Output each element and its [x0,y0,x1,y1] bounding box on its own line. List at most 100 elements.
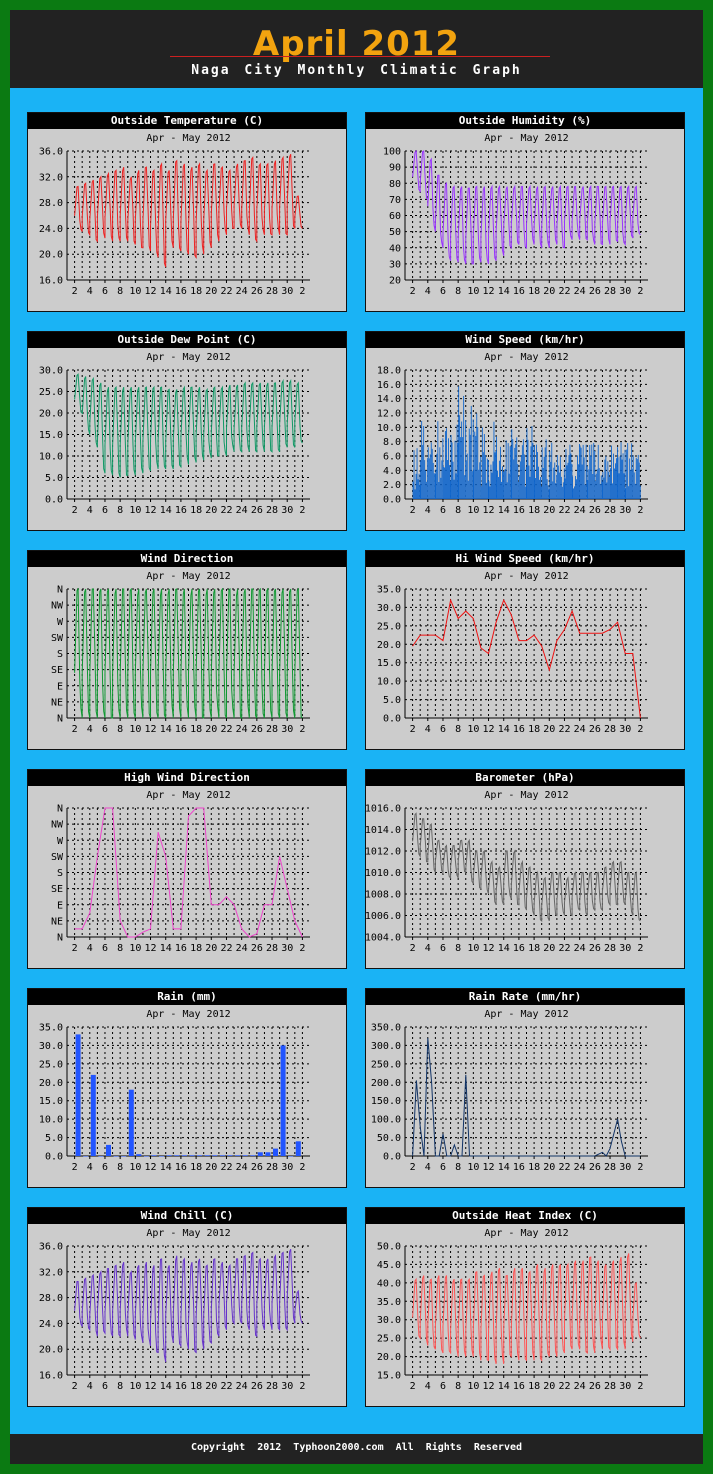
y-tick-label: 28.0 [39,198,63,209]
outside-humidity-panel: Outside Humidity (%) Apr - May 2012 20 30 40… [365,112,685,312]
x-tick-label: 4 [425,1381,431,1392]
y-tick-label: 16.0 [377,380,401,391]
x-tick-label: 30 [281,286,293,297]
x-tick-label: 28 [266,1381,278,1392]
y-tick-label: S [57,868,63,879]
bar [567,462,569,499]
bar [295,1141,301,1156]
x-tick-label: 10 [467,505,479,516]
bar [601,481,603,499]
y-tick-label: E [57,681,63,692]
bar [592,474,594,499]
bar [121,1156,127,1157]
x-tick-label: 28 [266,505,278,516]
x-tick-label: 10 [467,724,479,735]
x-tick-label: 12 [483,1381,495,1392]
bar [568,455,570,499]
x-tick-label: 26 [251,1162,263,1173]
bar [593,442,595,499]
x-tick-label: 20 [543,724,555,735]
rain-rate-series-line [412,1038,641,1157]
bar [427,447,429,499]
y-tick-label: 5.0 [383,695,401,706]
rain-rate-panel: Rain Rate (mm/hr) Apr - May 2012 0.0 50.0 10… [365,988,685,1188]
bar [459,415,461,499]
bar [594,450,596,499]
bar [613,453,614,499]
y-tick-label: 4.0 [383,466,401,477]
y-tick-label: 0.0 [45,1152,63,1163]
x-tick-label: 22 [558,724,570,735]
x-tick-label: 20 [205,1162,217,1173]
bar [478,469,480,499]
x-tick-label: 22 [220,1162,232,1173]
outside-heat-index-panel: Outside Heat Index (C) Apr - May 2012 15.0… [365,1207,685,1407]
bar [590,455,592,499]
bar [484,454,486,499]
x-tick-label: 26 [589,724,601,735]
bar [579,444,580,499]
y-tick-label: NE [51,697,63,708]
bar [513,459,515,499]
bar [604,459,606,499]
x-tick-label: 20 [543,505,555,516]
bar [548,489,550,499]
x-tick-label: 16 [175,1162,187,1173]
x-tick-label: 2 [410,943,416,954]
bar [516,437,518,499]
y-tick-label: 0.0 [383,714,401,725]
bar [634,483,636,499]
wind-speed-panel: Wind Speed (km/hr) Apr - May 2012 0.0 2.0 4.… [365,331,685,531]
bar [523,454,525,499]
high-wind-direction-grid [67,807,310,938]
y-tick-label: 60 [389,211,401,222]
bar [558,472,560,499]
x-tick-label: 28 [604,724,616,735]
x-tick-label: 26 [251,943,263,954]
x-tick-label: 30 [619,1381,631,1392]
rain-chart: Apr - May 2012 0.0 5.0 10.0 15.0 20.0 25.0 30.0… [39,1009,310,1173]
y-tick-label: 1016.0 [366,804,401,815]
bar [250,1155,256,1156]
x-tick-label: 30 [281,505,293,516]
x-tick-label: 4 [87,505,93,516]
bar [584,484,586,499]
rain-panel: Rain (mm) Apr - May 2012 0.0 5.0 10.0 15.0 20.… [27,988,347,1188]
bar [560,476,562,499]
bar [621,459,623,499]
x-tick-label: 2 [637,1381,643,1392]
bar [587,480,589,499]
x-tick-label: 26 [251,724,263,735]
bar [522,439,524,499]
x-tick-label: 4 [87,1381,93,1392]
x-tick-label: 14 [160,724,172,735]
y-tick-label: 32.0 [39,1267,63,1278]
y-tick-label: NW [51,820,64,831]
x-tick-label: 20 [205,724,217,735]
bar [479,462,481,499]
bar [473,469,475,499]
bar [480,486,482,499]
x-tick-label: 14 [160,505,172,516]
x-tick-label: 8 [117,943,123,954]
bar [511,429,513,499]
barometer-series-line [412,812,641,922]
x-tick-label: 8 [117,724,123,735]
bar [442,438,444,499]
bar [463,395,465,499]
y-tick-label: 0.0 [45,495,63,506]
bar [578,464,579,499]
bar [159,1156,165,1157]
x-tick-label: 6 [102,505,108,516]
y-tick-label: 12.0 [377,409,401,420]
bar [443,466,444,499]
x-tick-label: 26 [589,1381,601,1392]
x-tick-label: 14 [160,286,172,297]
y-tick-label: 1010.0 [366,868,401,879]
y-tick-label: NW [51,601,64,612]
x-tick-label: 10 [467,943,479,954]
y-tick-label: W [57,617,64,628]
y-tick-label: 14.0 [377,394,401,405]
bar [423,426,425,499]
